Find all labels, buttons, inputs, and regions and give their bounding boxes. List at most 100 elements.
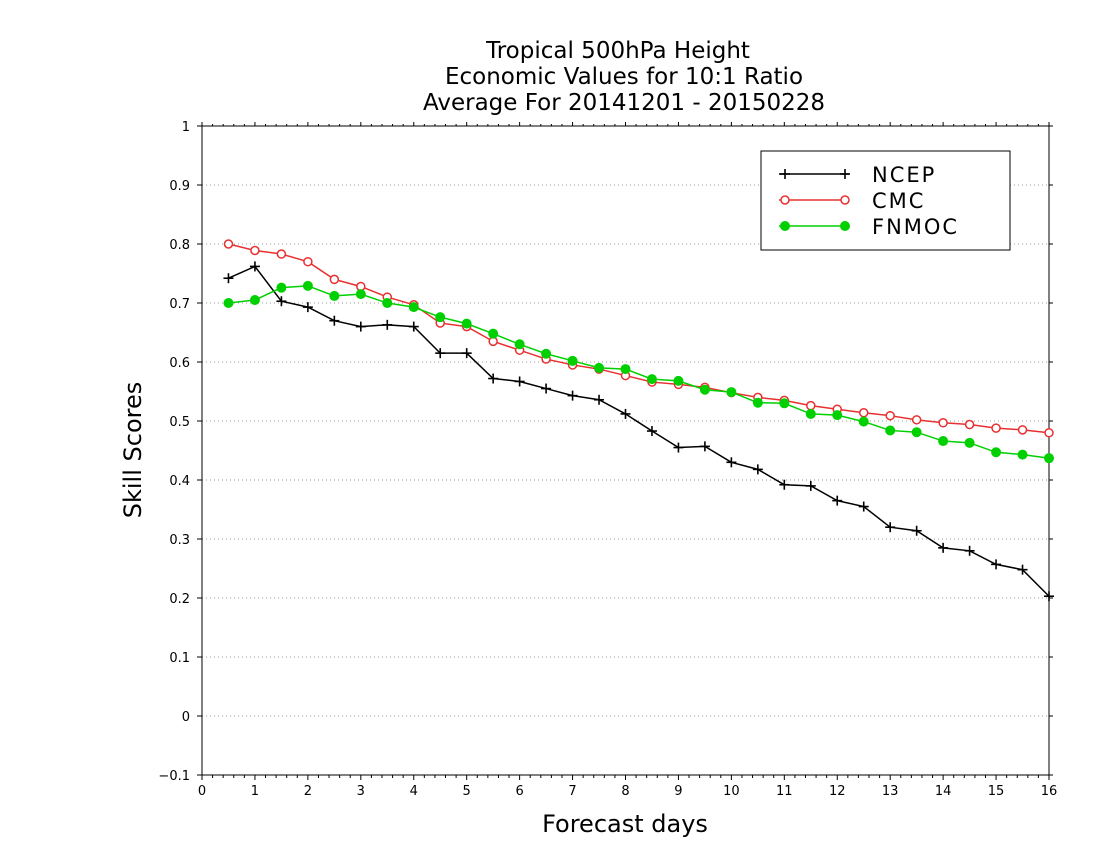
data-point-fnmoc [461, 318, 472, 329]
data-point-cmc [991, 423, 1001, 433]
legend-marker-fnmoc [840, 221, 850, 231]
data-point-fnmoc [276, 282, 287, 293]
data-point-fnmoc [779, 398, 790, 409]
x-tick-label: 7 [568, 784, 576, 799]
data-point-ncep [752, 464, 763, 475]
y-tick-label: 0.7 [169, 297, 190, 312]
data-point-ncep [885, 522, 896, 533]
data-point-fnmoc [408, 302, 419, 313]
y-tick-label: 1 [182, 120, 190, 135]
chart-title-line-2: Economic Values for 10:1 Ratio [445, 64, 803, 90]
data-point-fnmoc [223, 298, 234, 308]
data-point-ncep [329, 315, 340, 326]
data-point-cmc [858, 407, 869, 418]
data-point-fnmoc [885, 425, 896, 436]
data-point-fnmoc [435, 312, 446, 323]
x-tick-label: 15 [988, 784, 1005, 799]
data-point-ncep [1044, 591, 1054, 602]
data-point-cmc [329, 274, 340, 285]
y-tick-label: 0.1 [169, 651, 190, 666]
x-tick-label: 3 [357, 784, 365, 799]
data-point-ncep [594, 394, 605, 405]
x-tick-label: 9 [674, 784, 682, 799]
x-tick-label: 5 [463, 784, 471, 799]
data-point-ncep [223, 273, 234, 284]
y-tick-label: 0.4 [169, 474, 190, 489]
series-layer [223, 239, 1054, 602]
data-point-fnmoc [673, 375, 684, 386]
y-axis: −0.1 0 0.1 0.2 0.3 0.4 0.5 0.6 0.7 0.8 0.9 1 [158, 120, 1053, 784]
data-point-fnmoc [594, 362, 605, 373]
data-point-cmc [806, 400, 816, 411]
data-point-fnmoc [911, 427, 922, 438]
data-point-fnmoc [726, 387, 737, 398]
series-line-cmc [228, 243, 1050, 434]
series-cmc [223, 239, 1054, 438]
legend-marker-ncep [780, 169, 790, 179]
x-tick-label: 8 [621, 784, 629, 799]
data-point-ncep [1017, 564, 1028, 575]
data-point-fnmoc [1044, 453, 1054, 464]
data-point-ncep [673, 442, 684, 453]
series-fnmoc [223, 280, 1054, 464]
data-point-cmc [1017, 425, 1028, 435]
legend-label-fnmoc: FNMOC [872, 215, 959, 239]
series-line-ncep [228, 265, 1050, 597]
data-point-fnmoc [858, 416, 869, 427]
data-point-cmc [885, 410, 895, 421]
y-tick-label: 0.5 [169, 415, 190, 430]
x-tick-label: 16 [1041, 784, 1058, 799]
legend-entry-fnmoc: FNMOC [779, 215, 959, 239]
x-axis: 0 1 2 3 4 5 6 7 8 9 10 11 12 13 14 15 16 [198, 122, 1057, 799]
data-point-fnmoc [488, 328, 499, 339]
data-point-ncep [779, 479, 790, 490]
x-tick-label: 2 [304, 784, 312, 799]
data-point-ncep [911, 525, 922, 536]
data-point-ncep [567, 390, 578, 401]
data-point-fnmoc [567, 355, 578, 366]
chart-title: Tropical 500hPa Height Economic Values f… [423, 38, 825, 116]
y-tick-label: −0.1 [158, 769, 190, 784]
data-point-ncep [249, 261, 260, 272]
x-tick-label: 0 [198, 784, 206, 799]
data-point-ncep [408, 321, 419, 332]
x-tick-label: 4 [410, 784, 418, 799]
data-point-cmc [1044, 428, 1054, 438]
data-point-ncep [858, 501, 869, 512]
data-point-fnmoc [382, 298, 393, 308]
data-point-fnmoc [620, 364, 631, 375]
x-tick-label: 10 [723, 784, 740, 799]
y-tick-label: 0 [182, 710, 190, 725]
data-point-cmc [303, 256, 313, 267]
legend-marker-fnmoc [780, 221, 790, 231]
data-point-fnmoc [541, 348, 552, 359]
legend-label-ncep: NCEP [872, 163, 936, 187]
data-point-fnmoc [805, 408, 816, 419]
series-ncep [223, 261, 1054, 602]
x-axis-label: Forecast days [542, 810, 708, 838]
data-point-cmc [938, 418, 948, 428]
data-point-fnmoc [646, 374, 657, 385]
data-point-fnmoc [302, 280, 313, 291]
data-point-fnmoc [514, 339, 525, 350]
data-point-cmc [964, 419, 975, 430]
x-tick-label: 14 [935, 784, 952, 799]
data-point-ncep [514, 376, 525, 387]
chart-title-line-1: Tropical 500hPa Height [485, 38, 750, 64]
data-point-ncep [726, 457, 737, 468]
x-tick-label: 1 [251, 784, 259, 799]
data-point-ncep [302, 302, 313, 313]
data-point-ncep [620, 408, 631, 419]
data-point-fnmoc [964, 437, 975, 448]
legend-label-cmc: CMC [872, 189, 925, 213]
gridlines [202, 184, 1049, 717]
data-point-ncep [382, 319, 393, 330]
data-point-ncep [991, 559, 1002, 570]
y-tick-label: 0.9 [169, 179, 190, 194]
y-axis-label: Skill Scores [119, 382, 147, 519]
data-point-cmc [276, 249, 287, 259]
data-point-ncep [805, 480, 816, 491]
y-tick-label: 0.8 [169, 238, 190, 253]
y-tick-label: 0.6 [169, 356, 190, 371]
